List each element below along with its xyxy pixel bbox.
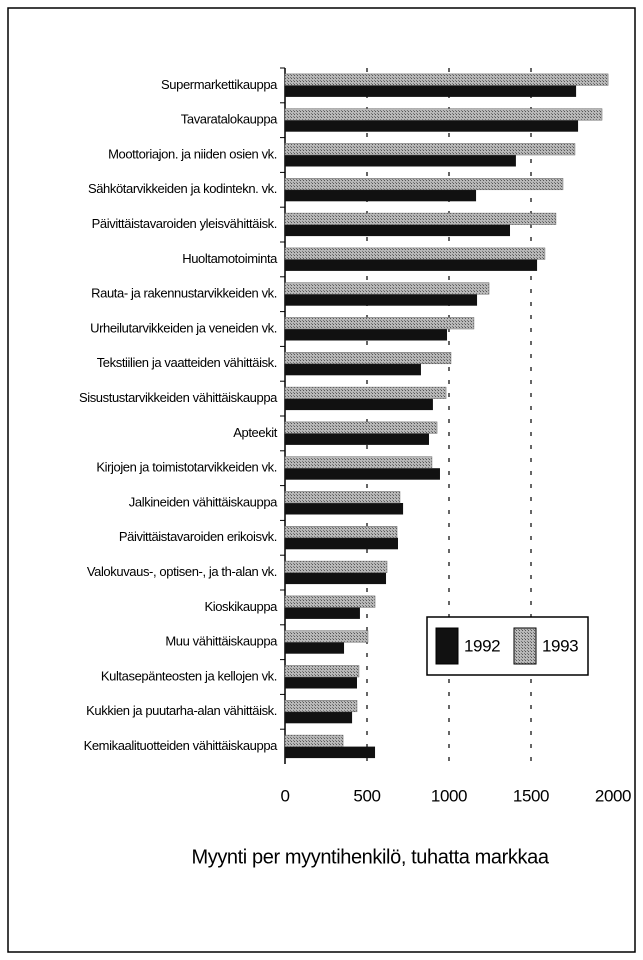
x-tick-label: 2000 xyxy=(595,786,631,805)
x-tick-label: 0 xyxy=(280,786,289,805)
bar xyxy=(284,108,603,121)
bar xyxy=(285,398,433,411)
bar xyxy=(285,189,477,202)
legend-label: 1993 xyxy=(542,636,578,655)
y-tick-label: Valokuvaus-, optisen-, ja th-alan vk. xyxy=(87,564,277,579)
bar xyxy=(285,224,511,237)
bar xyxy=(284,630,369,643)
bar xyxy=(284,665,360,678)
bar xyxy=(285,607,360,619)
x-tick-label: 1000 xyxy=(431,786,467,805)
bar xyxy=(284,352,452,365)
y-tick-label: Kioskikauppa xyxy=(204,599,278,614)
bar xyxy=(284,526,398,539)
bar xyxy=(285,120,579,132)
legend-swatch xyxy=(513,627,537,665)
bar xyxy=(285,85,577,97)
y-tick-label: Apteekit xyxy=(233,425,278,440)
y-tick-label: Jalkineiden vähittäiskauppa xyxy=(129,494,278,509)
bar xyxy=(284,73,609,86)
bar xyxy=(284,178,564,191)
bar xyxy=(284,560,388,573)
y-tick-label: Kultasepänteosten ja kellojen vk. xyxy=(101,668,277,683)
bar xyxy=(284,734,344,747)
frame xyxy=(7,7,636,953)
y-tick-label: Päivittäistavaroiden yleisvähittäisk. xyxy=(92,216,277,231)
bar xyxy=(284,386,447,399)
bar xyxy=(285,433,429,445)
legend-swatch xyxy=(435,627,459,665)
bar xyxy=(285,363,421,376)
bar xyxy=(285,572,387,585)
y-tick-label: Sähkötarvikkeiden ja kodintekn. vk. xyxy=(88,181,277,196)
bar xyxy=(285,503,404,515)
bar xyxy=(285,259,538,271)
y-tick-label: Tekstiilien ja vaatteiden vähittäisk. xyxy=(97,355,277,370)
bar xyxy=(285,468,440,480)
bar xyxy=(284,143,576,156)
bar xyxy=(285,155,516,167)
bar xyxy=(284,212,557,225)
legend-label: 1992 xyxy=(464,636,500,655)
y-tick-label: Supermarkettikauppa xyxy=(161,77,278,92)
y-tick-label: Tavaratalokauppa xyxy=(181,112,278,127)
bar xyxy=(284,317,475,330)
y-tick-label: Sisustustarvikkeiden vähittäiskauppa xyxy=(79,390,278,405)
bar xyxy=(284,282,490,295)
bar xyxy=(285,677,357,689)
bar xyxy=(285,537,398,550)
y-tick-label: Kemikaalituotteiden vähittäiskauppa xyxy=(84,738,279,753)
y-tick-label: Urheilutarvikkeiden ja veneiden vk. xyxy=(90,320,277,335)
y-tick-label: Rauta- ja rakennustarvikkeiden vk. xyxy=(91,286,277,301)
y-tick-label: Päivittäistavaroiden erikoisvk. xyxy=(119,529,277,544)
y-tick-label: Muu vähittäiskauppa xyxy=(165,634,278,649)
x-tick-label: 1500 xyxy=(513,786,549,805)
bar xyxy=(285,329,448,341)
y-tick-label: Kirjojen ja toimistotarvikkeiden vk. xyxy=(96,460,277,475)
bar xyxy=(284,595,376,608)
bar xyxy=(284,491,401,504)
bar xyxy=(285,711,353,724)
x-axis-title: Myynti per myyntihenkilö, tuhatta markka… xyxy=(191,846,549,868)
bar xyxy=(284,421,438,434)
y-tick-label: Huoltamotoiminta xyxy=(182,251,278,266)
bar xyxy=(284,247,546,260)
bar xyxy=(285,746,376,759)
y-tick-label: Moottoriajon. ja niiden osien vk. xyxy=(108,146,277,161)
y-tick-label: Kukkien ja puutarha-alan vähittäisk. xyxy=(86,703,277,718)
bar xyxy=(285,294,478,306)
x-tick-label: 500 xyxy=(353,786,380,805)
bar xyxy=(284,700,358,713)
bar xyxy=(284,456,433,469)
bar xyxy=(285,642,345,654)
